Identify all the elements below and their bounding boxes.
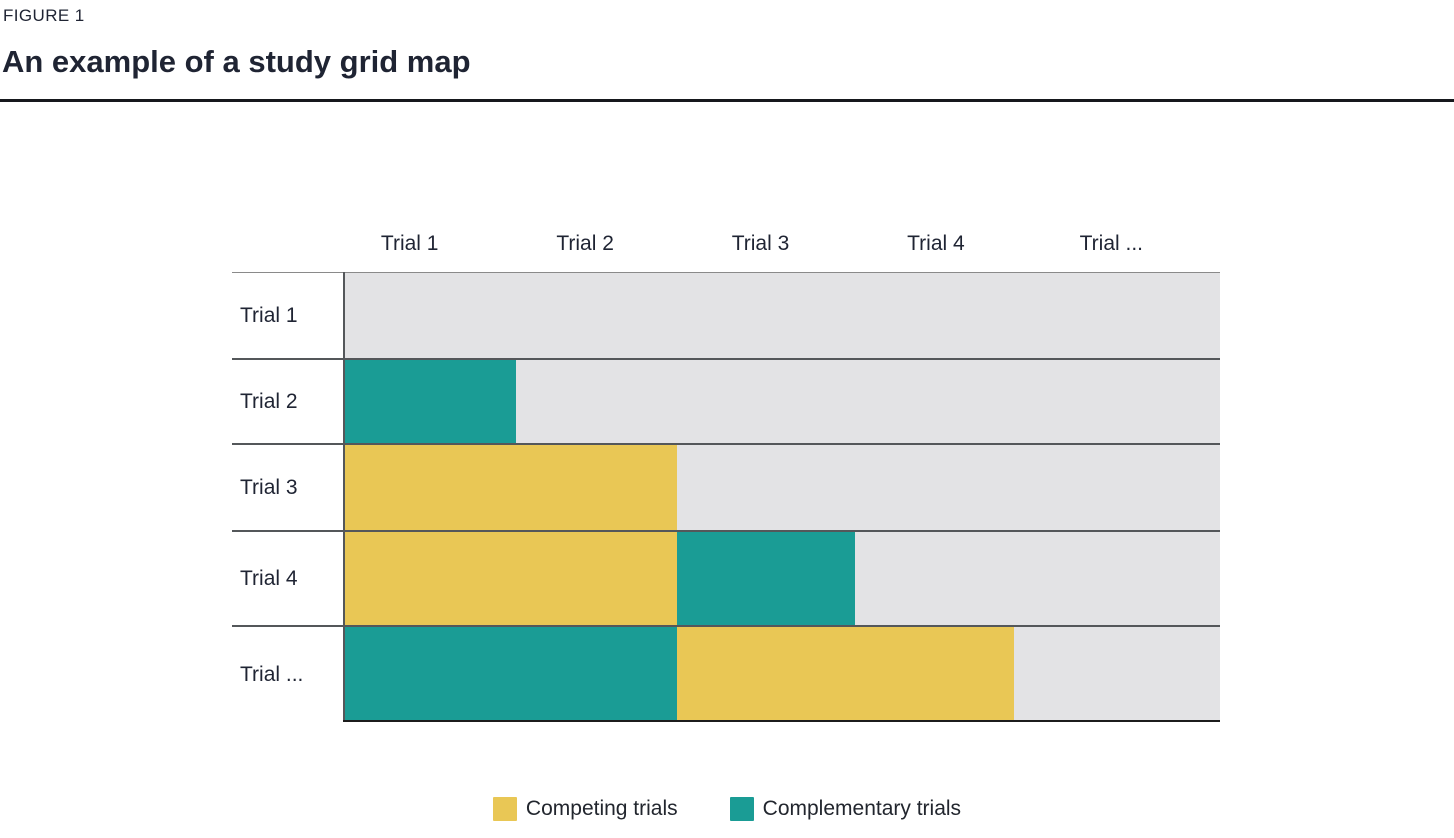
- title-rule: [0, 99, 1454, 102]
- grid-body: Trial 1 Trial 2 Trial 3 Trial 4 Trial ...: [232, 272, 1220, 722]
- bar-segment-complementary: [343, 627, 678, 722]
- row-track-4: [343, 532, 1220, 625]
- bar-segment-competing: [677, 627, 1014, 722]
- column-header-2: Trial 2: [556, 232, 614, 255]
- row-track-1: [343, 273, 1220, 358]
- column-header-1: Trial 1: [380, 232, 439, 255]
- grid-bottom-line: [343, 720, 1220, 722]
- grid-row-1: Trial 1: [232, 272, 1220, 358]
- column-header-5: Trial ...: [1079, 232, 1144, 255]
- figure-kicker: FIGURE 1: [3, 6, 85, 25]
- bar-segment-competing: [343, 532, 678, 625]
- column-header-3: Trial 3: [731, 232, 790, 255]
- bar-segment-complementary: [343, 360, 516, 443]
- legend-swatch-complementary-icon: [729, 797, 754, 821]
- legend-swatch-competing-icon: [492, 797, 517, 821]
- figure-title: An example of a study grid map: [2, 44, 471, 79]
- legend-item-competing: Competing trials: [492, 797, 678, 821]
- grid-vertical-axis-line: [343, 272, 345, 722]
- study-grid-chart: Trial 1 Trial 2 Trial 3 Trial 4 Trial ... Tr…: [232, 225, 1220, 722]
- legend-label-competing: Competing trials: [525, 797, 678, 820]
- row-label-1: Trial 1: [232, 273, 343, 358]
- row-label-2: Trial 2: [232, 360, 343, 443]
- bar-segment-complementary: [677, 532, 856, 625]
- row-track-5: [343, 627, 1220, 722]
- row-label-3: Trial 3: [232, 445, 343, 530]
- column-header-4: Trial 4: [907, 232, 965, 255]
- legend: Competing trials Complementary trials: [0, 797, 1454, 821]
- row-track-3: [343, 445, 1220, 530]
- row-track-2: [343, 360, 1220, 443]
- legend-item-complementary: Complementary trials: [729, 797, 962, 821]
- bar-segment-competing: [343, 445, 678, 530]
- grid-row-3: Trial 3: [232, 443, 1220, 530]
- grid-row-4: Trial 4: [232, 530, 1220, 625]
- grid-row-5: Trial ...: [232, 625, 1220, 722]
- column-headers: Trial 1 Trial 2 Trial 3 Trial 4 Trial ...: [322, 225, 1199, 272]
- row-label-5: Trial ...: [232, 627, 343, 722]
- grid-row-2: Trial 2: [232, 358, 1220, 443]
- legend-label-complementary: Complementary trials: [762, 797, 962, 820]
- row-label-4: Trial 4: [232, 532, 343, 625]
